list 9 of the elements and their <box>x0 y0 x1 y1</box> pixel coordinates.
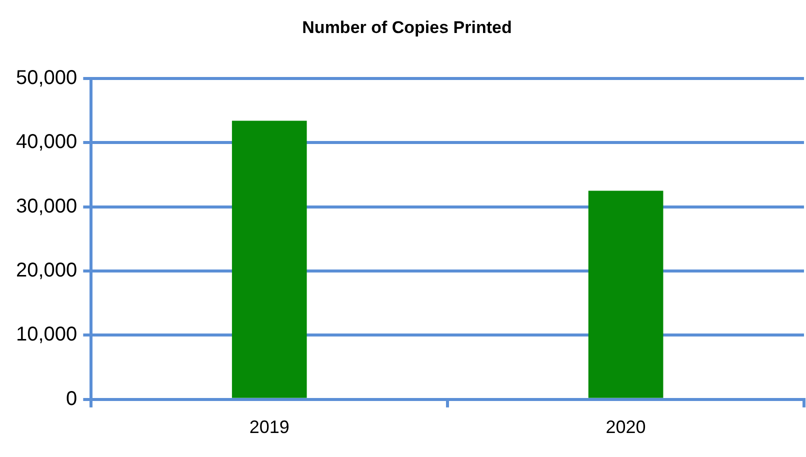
y-tick-label: 30,000 <box>16 195 78 218</box>
y-tick-label: 50,000 <box>16 66 78 89</box>
y-tick-label: 20,000 <box>16 260 78 282</box>
y-tick-label: 40,000 <box>16 131 78 154</box>
y-tick-label: 10,000 <box>16 324 78 346</box>
y-tick-label: 0 <box>66 388 78 410</box>
x-tick-label: 2020 <box>606 417 646 438</box>
x-tick-label: 2019 <box>249 417 290 438</box>
chart-title: Number of Copies Printed <box>302 18 512 37</box>
